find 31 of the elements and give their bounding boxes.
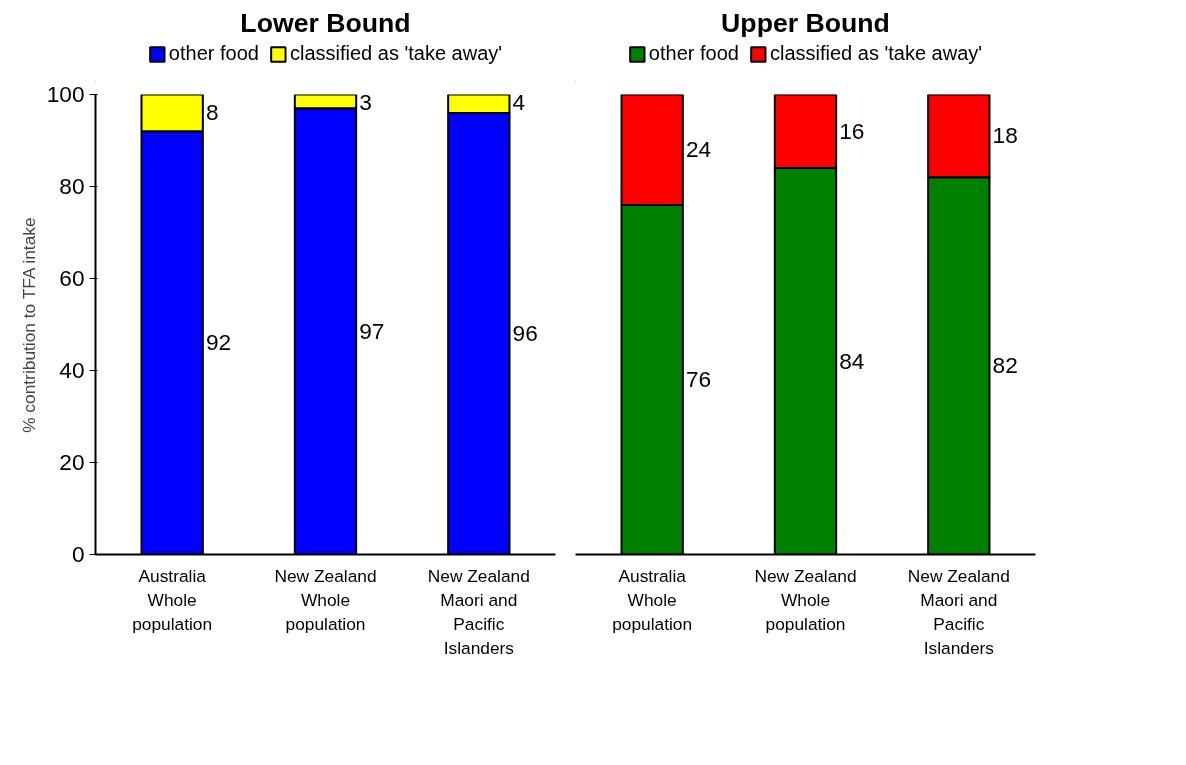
legend-label: classified as 'take away' [289, 42, 503, 65]
data-label: 84 [839, 347, 865, 374]
x-tick-label: Australia Whole population [132, 565, 213, 634]
data-label: 96 [512, 320, 538, 347]
legend-label: classified as 'take away' [769, 42, 983, 65]
x-tick-label: New Zealand Maori and Pacific Islanders [427, 565, 530, 658]
data-label: 76 [685, 366, 712, 393]
data-label: 82 [992, 352, 1018, 379]
y-tick-label: 100 [46, 81, 85, 107]
data-label: 8 [205, 99, 219, 126]
legend-label: other food [168, 42, 259, 65]
data-label: 4 [512, 88, 526, 115]
x-tick-label: New Zealand Maori and Pacific Islanders [907, 565, 1010, 658]
data-label: 18 [992, 122, 1018, 149]
chart-title: Lower Bound [240, 7, 411, 38]
x-tick-label: Australia Whole population [612, 565, 693, 634]
y-tick-label: 40 [59, 357, 85, 383]
y-tick-label: 0 [71, 541, 85, 567]
y-tick-label: 20 [59, 449, 85, 475]
data-label: 24 [685, 136, 712, 163]
data-label: 97 [359, 317, 385, 344]
chart-title: Upper Bound [721, 7, 890, 38]
y-tick-label: 80 [59, 173, 85, 199]
legend-label: other food [648, 42, 739, 65]
x-tick-label: New Zealand Whole population [274, 565, 377, 634]
data-label: 92 [205, 329, 232, 356]
x-tick-label: New Zealand Whole population [754, 565, 857, 634]
y-axis-title: % contribution to TFA intake [18, 217, 39, 433]
data-label: 3 [359, 88, 372, 115]
data-label: 16 [839, 117, 865, 144]
y-tick-label: 60 [59, 265, 85, 291]
